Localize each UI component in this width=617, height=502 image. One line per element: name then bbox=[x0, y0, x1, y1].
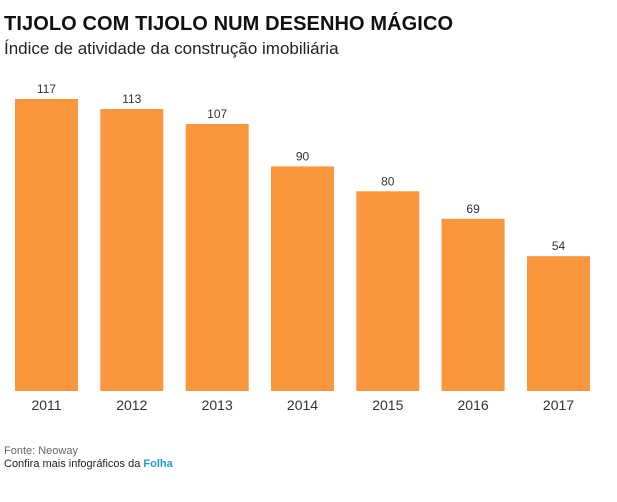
folha-link[interactable]: Folha bbox=[143, 458, 173, 470]
x-tick-label-2013: 2013 bbox=[202, 397, 233, 413]
bar-chart: 117 2011 113 2012 107 2013 90 2014 80 2015 69 2016 5… bbox=[15, 82, 590, 413]
data-label-2015: 80 bbox=[381, 174, 395, 188]
source-note: Fonte: Neoway bbox=[4, 445, 78, 457]
bar-2014 bbox=[271, 166, 334, 391]
data-label-2014: 90 bbox=[296, 149, 310, 163]
chart-title: TIJOLO COM TIJOLO NUM DESENHO MÁGICO bbox=[4, 13, 454, 35]
bar-2013 bbox=[185, 124, 249, 391]
x-tick-label-2017: 2017 bbox=[543, 397, 574, 413]
bar-2016 bbox=[441, 218, 505, 391]
x-tick-label-2012: 2012 bbox=[116, 397, 147, 413]
bar-2011 bbox=[15, 99, 78, 391]
data-label-2013: 107 bbox=[207, 107, 227, 121]
bar-2012 bbox=[100, 109, 164, 391]
x-tick-label-2015: 2015 bbox=[372, 397, 403, 413]
data-label-2016: 69 bbox=[466, 202, 480, 216]
more-infographics-text: Confira mais infográficos da bbox=[4, 458, 141, 470]
data-label-2011: 117 bbox=[37, 82, 56, 96]
data-label-2012: 113 bbox=[122, 92, 141, 106]
bar-2015 bbox=[356, 191, 420, 391]
data-label-2017: 54 bbox=[552, 239, 566, 253]
x-tick-label-2016: 2016 bbox=[458, 397, 489, 413]
more-infographics-note: Confira mais infográficos da Folha bbox=[4, 458, 173, 470]
x-tick-label-2011: 2011 bbox=[31, 397, 61, 413]
chart-subtitle: Índice de atividade da construção imobil… bbox=[4, 39, 339, 58]
bar-2017 bbox=[527, 256, 590, 391]
x-tick-label-2014: 2014 bbox=[287, 397, 318, 413]
